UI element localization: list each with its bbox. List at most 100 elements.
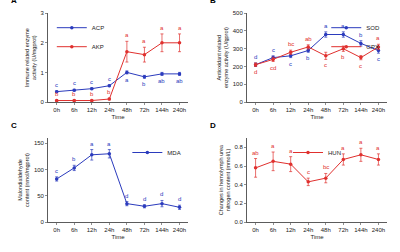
svg-text:0.2: 0.2 (234, 200, 243, 206)
svg-text:d: d (160, 191, 163, 197)
svg-text:48h: 48h (321, 107, 331, 113)
svg-text:c: c (324, 62, 327, 68)
svg-text:Changes in hemolymph ureanitro: Changes in hemolymph ureanitrogen conten… (218, 144, 231, 215)
svg-text:Time: Time (310, 234, 324, 240)
svg-text:144h: 144h (354, 107, 367, 113)
svg-text:150: 150 (34, 140, 45, 146)
svg-text:12h: 12h (286, 107, 296, 113)
svg-text:24h: 24h (104, 227, 114, 233)
svg-text:200: 200 (233, 64, 244, 70)
svg-text:ab: ab (176, 78, 183, 84)
svg-text:b: b (72, 91, 76, 97)
svg-text:0: 0 (239, 99, 243, 105)
svg-text:0: 0 (41, 219, 45, 225)
svg-text:240h: 240h (173, 107, 186, 113)
svg-text:240h: 240h (173, 227, 186, 233)
svg-text:144h: 144h (155, 227, 168, 233)
svg-text:a: a (90, 141, 94, 147)
svg-text:c: c (90, 79, 93, 85)
svg-text:a: a (178, 25, 182, 31)
svg-text:a: a (376, 145, 380, 151)
svg-text:A: A (11, 0, 17, 5)
svg-text:c: c (55, 168, 58, 174)
svg-text:ab: ab (252, 150, 259, 156)
svg-text:a: a (376, 35, 380, 41)
svg-text:0h: 0h (53, 107, 60, 113)
svg-text:c: c (377, 56, 380, 62)
svg-text:48h: 48h (122, 107, 132, 113)
svg-text:72h: 72h (338, 107, 348, 113)
svg-text:d: d (254, 54, 257, 60)
svg-text:cd: cd (270, 65, 276, 71)
svg-text:12h: 12h (87, 107, 97, 113)
svg-text:GPX: GPX (366, 44, 379, 50)
svg-text:c: c (307, 169, 310, 175)
svg-text:c: c (73, 80, 76, 86)
svg-text:B: B (210, 0, 216, 5)
svg-text:a: a (125, 32, 129, 38)
svg-text:Time: Time (310, 114, 324, 120)
svg-text:48h: 48h (122, 227, 132, 233)
svg-text:0.4: 0.4 (234, 182, 243, 188)
svg-text:a: a (341, 23, 345, 29)
svg-text:Immune related enzymeactivity: Immune related enzymeactivity (U/mgprot) (24, 28, 37, 87)
svg-text:24h: 24h (303, 227, 313, 233)
svg-text:24h: 24h (303, 107, 313, 113)
svg-text:0.0: 0.0 (234, 219, 243, 225)
svg-text:b: b (90, 91, 94, 97)
svg-text:d: d (125, 193, 128, 199)
svg-text:b: b (72, 156, 76, 162)
svg-text:144h: 144h (354, 227, 367, 233)
svg-text:0: 0 (41, 99, 45, 105)
svg-text:0h: 0h (252, 107, 259, 113)
svg-text:a: a (359, 139, 363, 145)
svg-text:6h: 6h (270, 107, 277, 113)
svg-text:240h: 240h (372, 107, 385, 113)
svg-text:400: 400 (233, 28, 244, 34)
svg-text:144h: 144h (155, 107, 168, 113)
svg-text:3: 3 (41, 10, 45, 16)
svg-text:bc: bc (323, 164, 329, 170)
svg-text:72h: 72h (338, 227, 348, 233)
svg-text:ab: ab (158, 78, 165, 84)
svg-text:HUN: HUN (328, 150, 341, 156)
svg-text:b: b (341, 54, 345, 60)
svg-text:Time: Time (112, 114, 126, 120)
svg-text:48h: 48h (321, 227, 331, 233)
svg-text:Time: Time (112, 234, 126, 240)
svg-text:0.6: 0.6 (234, 163, 243, 169)
svg-text:6h: 6h (71, 107, 78, 113)
svg-text:ACP: ACP (92, 25, 104, 31)
svg-text:b: b (55, 91, 59, 97)
svg-text:a: a (289, 148, 293, 154)
svg-text:c: c (108, 76, 111, 82)
svg-text:1: 1 (41, 70, 45, 76)
svg-text:b: b (107, 89, 111, 95)
svg-text:C: C (11, 121, 17, 130)
svg-text:240h: 240h (372, 227, 385, 233)
svg-text:b: b (359, 32, 363, 38)
svg-text:c: c (272, 47, 275, 53)
svg-text:d: d (254, 69, 257, 75)
svg-text:a: a (142, 38, 146, 44)
svg-text:12h: 12h (87, 227, 97, 233)
svg-text:2: 2 (41, 40, 45, 46)
svg-text:a: a (160, 25, 164, 31)
svg-text:a: a (125, 77, 129, 83)
svg-text:b: b (306, 55, 310, 61)
svg-text:SOD: SOD (366, 25, 380, 31)
svg-text:a: a (324, 23, 328, 29)
svg-text:c: c (289, 61, 292, 67)
svg-text:c: c (55, 82, 58, 88)
svg-text:100: 100 (34, 167, 45, 173)
svg-text:c: c (359, 63, 362, 69)
svg-text:MDA: MDA (167, 150, 180, 156)
svg-text:a: a (341, 145, 345, 151)
svg-text:500: 500 (233, 10, 244, 16)
svg-text:0h: 0h (252, 227, 259, 233)
svg-text:ab: ab (305, 36, 312, 42)
svg-text:d: d (143, 196, 146, 202)
svg-text:72h: 72h (139, 107, 149, 113)
svg-text:6h: 6h (71, 227, 78, 233)
svg-text:0h: 0h (53, 227, 60, 233)
